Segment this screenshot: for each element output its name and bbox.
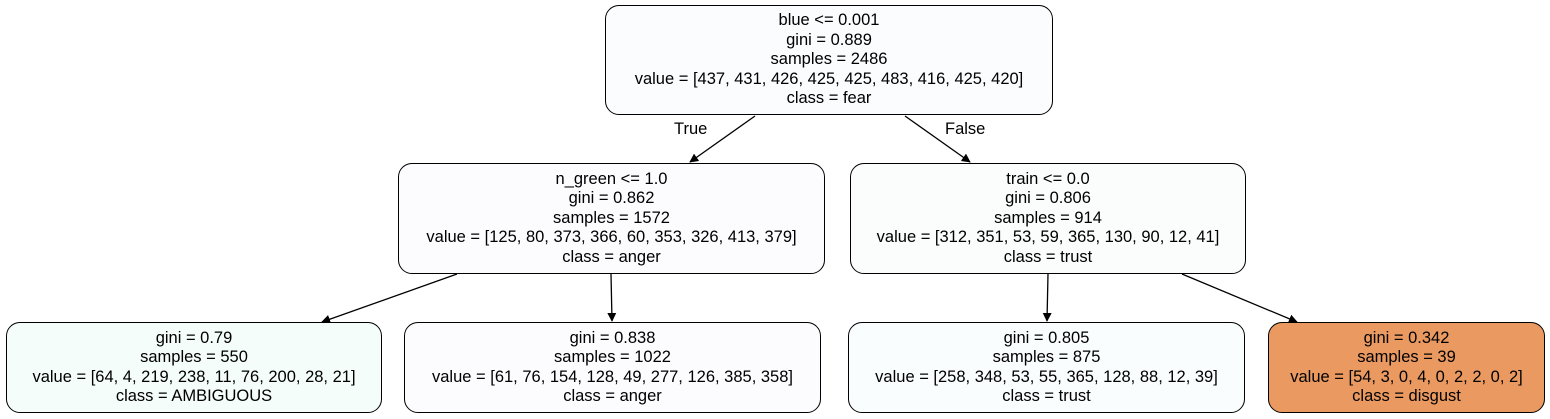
tree-leaf-rr: gini = 0.342 samples = 39 value = [54, 3… — [1268, 322, 1545, 413]
node-gini: gini = 0.889 — [786, 30, 872, 49]
tree-node-left: n_green <= 1.0 gini = 0.862 samples = 15… — [398, 163, 825, 274]
node-class: class = trust — [1002, 387, 1091, 405]
edge-right-to-rr — [1181, 273, 1298, 324]
node-gini: gini = 0.79 — [155, 328, 233, 347]
node-gini: gini = 0.806 — [1005, 189, 1091, 208]
node-class: class = AMBIGUOUS — [115, 387, 273, 405]
node-gini: gini = 0.805 — [1003, 328, 1090, 347]
node-value: value = [312, 351, 53, 59, 365, 130, 90,… — [876, 228, 1220, 247]
node-class: class = anger — [562, 247, 661, 266]
node-class: class = fear — [786, 89, 872, 108]
tree-leaf-lr: gini = 0.838 samples = 1022 value = [61,… — [404, 322, 821, 413]
node-split: blue <= 0.001 — [778, 11, 880, 30]
node-class: class = disgust — [1352, 387, 1461, 405]
edge-right-to-rl — [1042, 273, 1052, 322]
node-gini: gini = 0.862 — [568, 189, 655, 208]
node-value: value = [61, 76, 154, 128, 49, 277, 126,… — [431, 367, 793, 386]
node-value: value = [437, 431, 426, 425, 425, 483, 4… — [634, 69, 1024, 88]
node-class: class = anger — [563, 387, 662, 405]
node-value: value = [64, 4, 219, 238, 11, 76, 200, 2… — [32, 367, 356, 386]
tree-node-right: train <= 0.0 gini = 0.806 samples = 914 … — [850, 163, 1246, 274]
edge-label-true: True — [674, 120, 708, 138]
edge-left-to-ll — [321, 273, 458, 324]
tree-leaf-ll: gini = 0.79 samples = 550 value = [64, 4… — [6, 322, 382, 413]
edge-label-false: False — [945, 120, 986, 138]
edge-root-to-left — [689, 115, 756, 163]
tree-node-root: blue <= 0.001 gini = 0.889 samples = 248… — [605, 5, 1053, 115]
node-split: train <= 0.0 — [1006, 169, 1090, 188]
edge-left-to-lr — [607, 273, 617, 322]
node-gini: gini = 0.838 — [569, 328, 656, 347]
edge-root-to-right — [904, 115, 971, 163]
node-samples: samples = 875 — [992, 348, 1101, 366]
node-split: n_green <= 1.0 — [555, 169, 668, 188]
node-samples: samples = 1572 — [553, 208, 670, 227]
node-value: value = [258, 348, 53, 55, 365, 128, 88,… — [875, 367, 1218, 386]
node-samples: samples = 550 — [140, 348, 248, 366]
node-samples: samples = 2486 — [770, 50, 888, 69]
node-value: value = [125, 80, 373, 366, 60, 353, 326… — [426, 228, 797, 247]
node-value: value = [54, 3, 0, 4, 0, 2, 2, 0, 2] — [1290, 367, 1523, 386]
node-samples: samples = 914 — [994, 208, 1102, 227]
node-samples: samples = 1022 — [554, 348, 671, 366]
node-gini: gini = 0.342 — [1363, 328, 1450, 347]
tree-leaf-rl: gini = 0.805 samples = 875 value = [258,… — [848, 322, 1245, 413]
node-class: class = trust — [1003, 247, 1093, 266]
node-samples: samples = 39 — [1357, 348, 1456, 366]
